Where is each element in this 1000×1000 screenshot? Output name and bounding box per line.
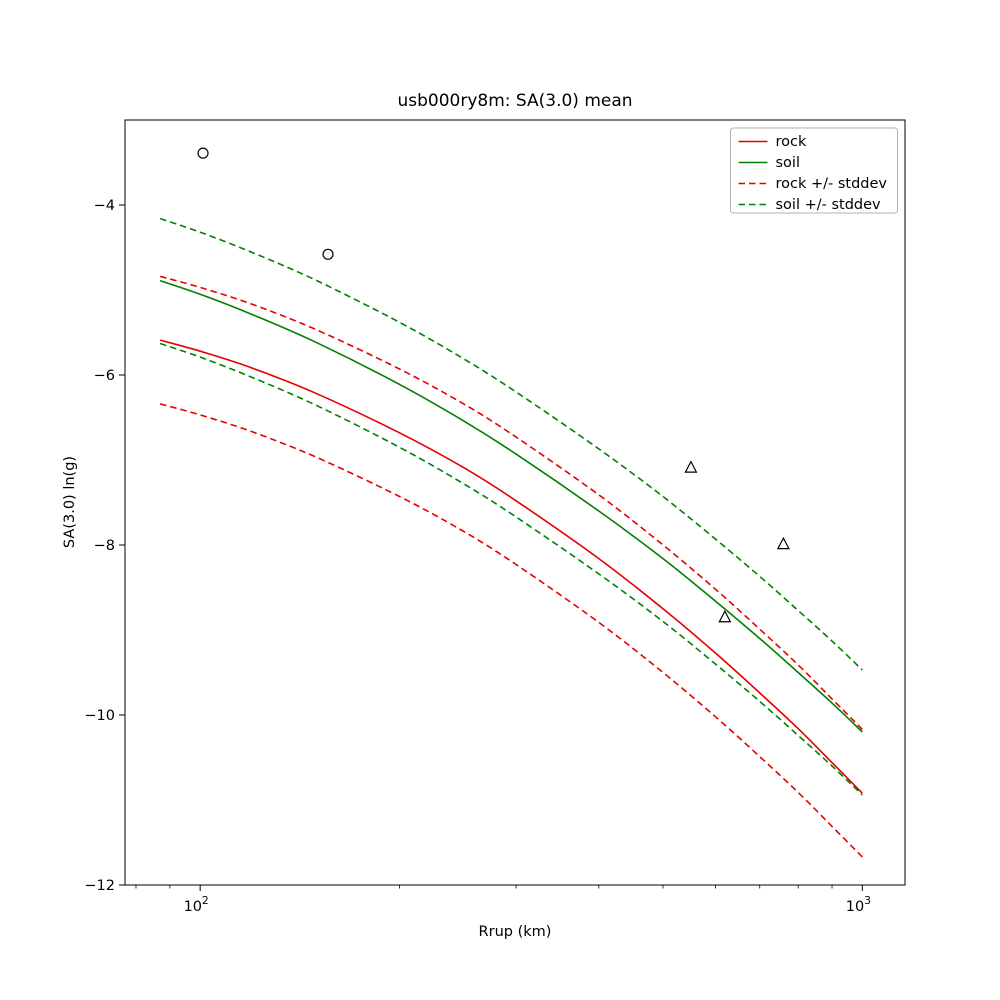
data-point-circle <box>197 147 209 159</box>
series-soil-plus-stddev <box>159 217 863 671</box>
y-tick-label: −12 <box>84 878 115 894</box>
y-tick-label: −4 <box>94 198 115 214</box>
legend-entry-label: rock <box>776 134 807 150</box>
legend-entry-label: soil <box>776 155 800 171</box>
y-tick-label: −8 <box>94 538 115 554</box>
y-tick-label: −6 <box>94 368 115 384</box>
series-rock <box>159 339 863 794</box>
data-point-circle <box>322 248 334 260</box>
plot-area: −12 −10 −8 −6 −4 102 103 rock soil rock +/- stdde… <box>84 119 906 915</box>
series-soil <box>159 279 863 733</box>
plot-border <box>124 119 906 886</box>
legend: rock soil rock +/- stddev soil +/- stddev <box>730 127 898 214</box>
chart-title: usb000ry8m: SA(3.0) mean <box>397 91 632 111</box>
x-tick-label: 103 <box>846 895 871 915</box>
x-tick-label: 102 <box>184 895 209 915</box>
legend-entry-label: soil +/- stddev <box>776 197 882 213</box>
legend-box <box>730 127 898 214</box>
series-rock-plus-stddev <box>159 275 863 730</box>
x-axis-label: Rrup (km) <box>479 924 552 940</box>
series-soil-minus-stddev <box>159 342 863 796</box>
data-point-triangle <box>684 460 698 473</box>
y-tick-label: −10 <box>84 708 115 724</box>
y-axis-label: SA(3.0) ln(g) <box>62 456 78 548</box>
data-point-triangle <box>776 536 790 550</box>
series-rock-minus-stddev <box>159 403 863 858</box>
legend-entry-label: rock +/- stddev <box>776 176 888 192</box>
data-point-triangle <box>718 609 732 623</box>
